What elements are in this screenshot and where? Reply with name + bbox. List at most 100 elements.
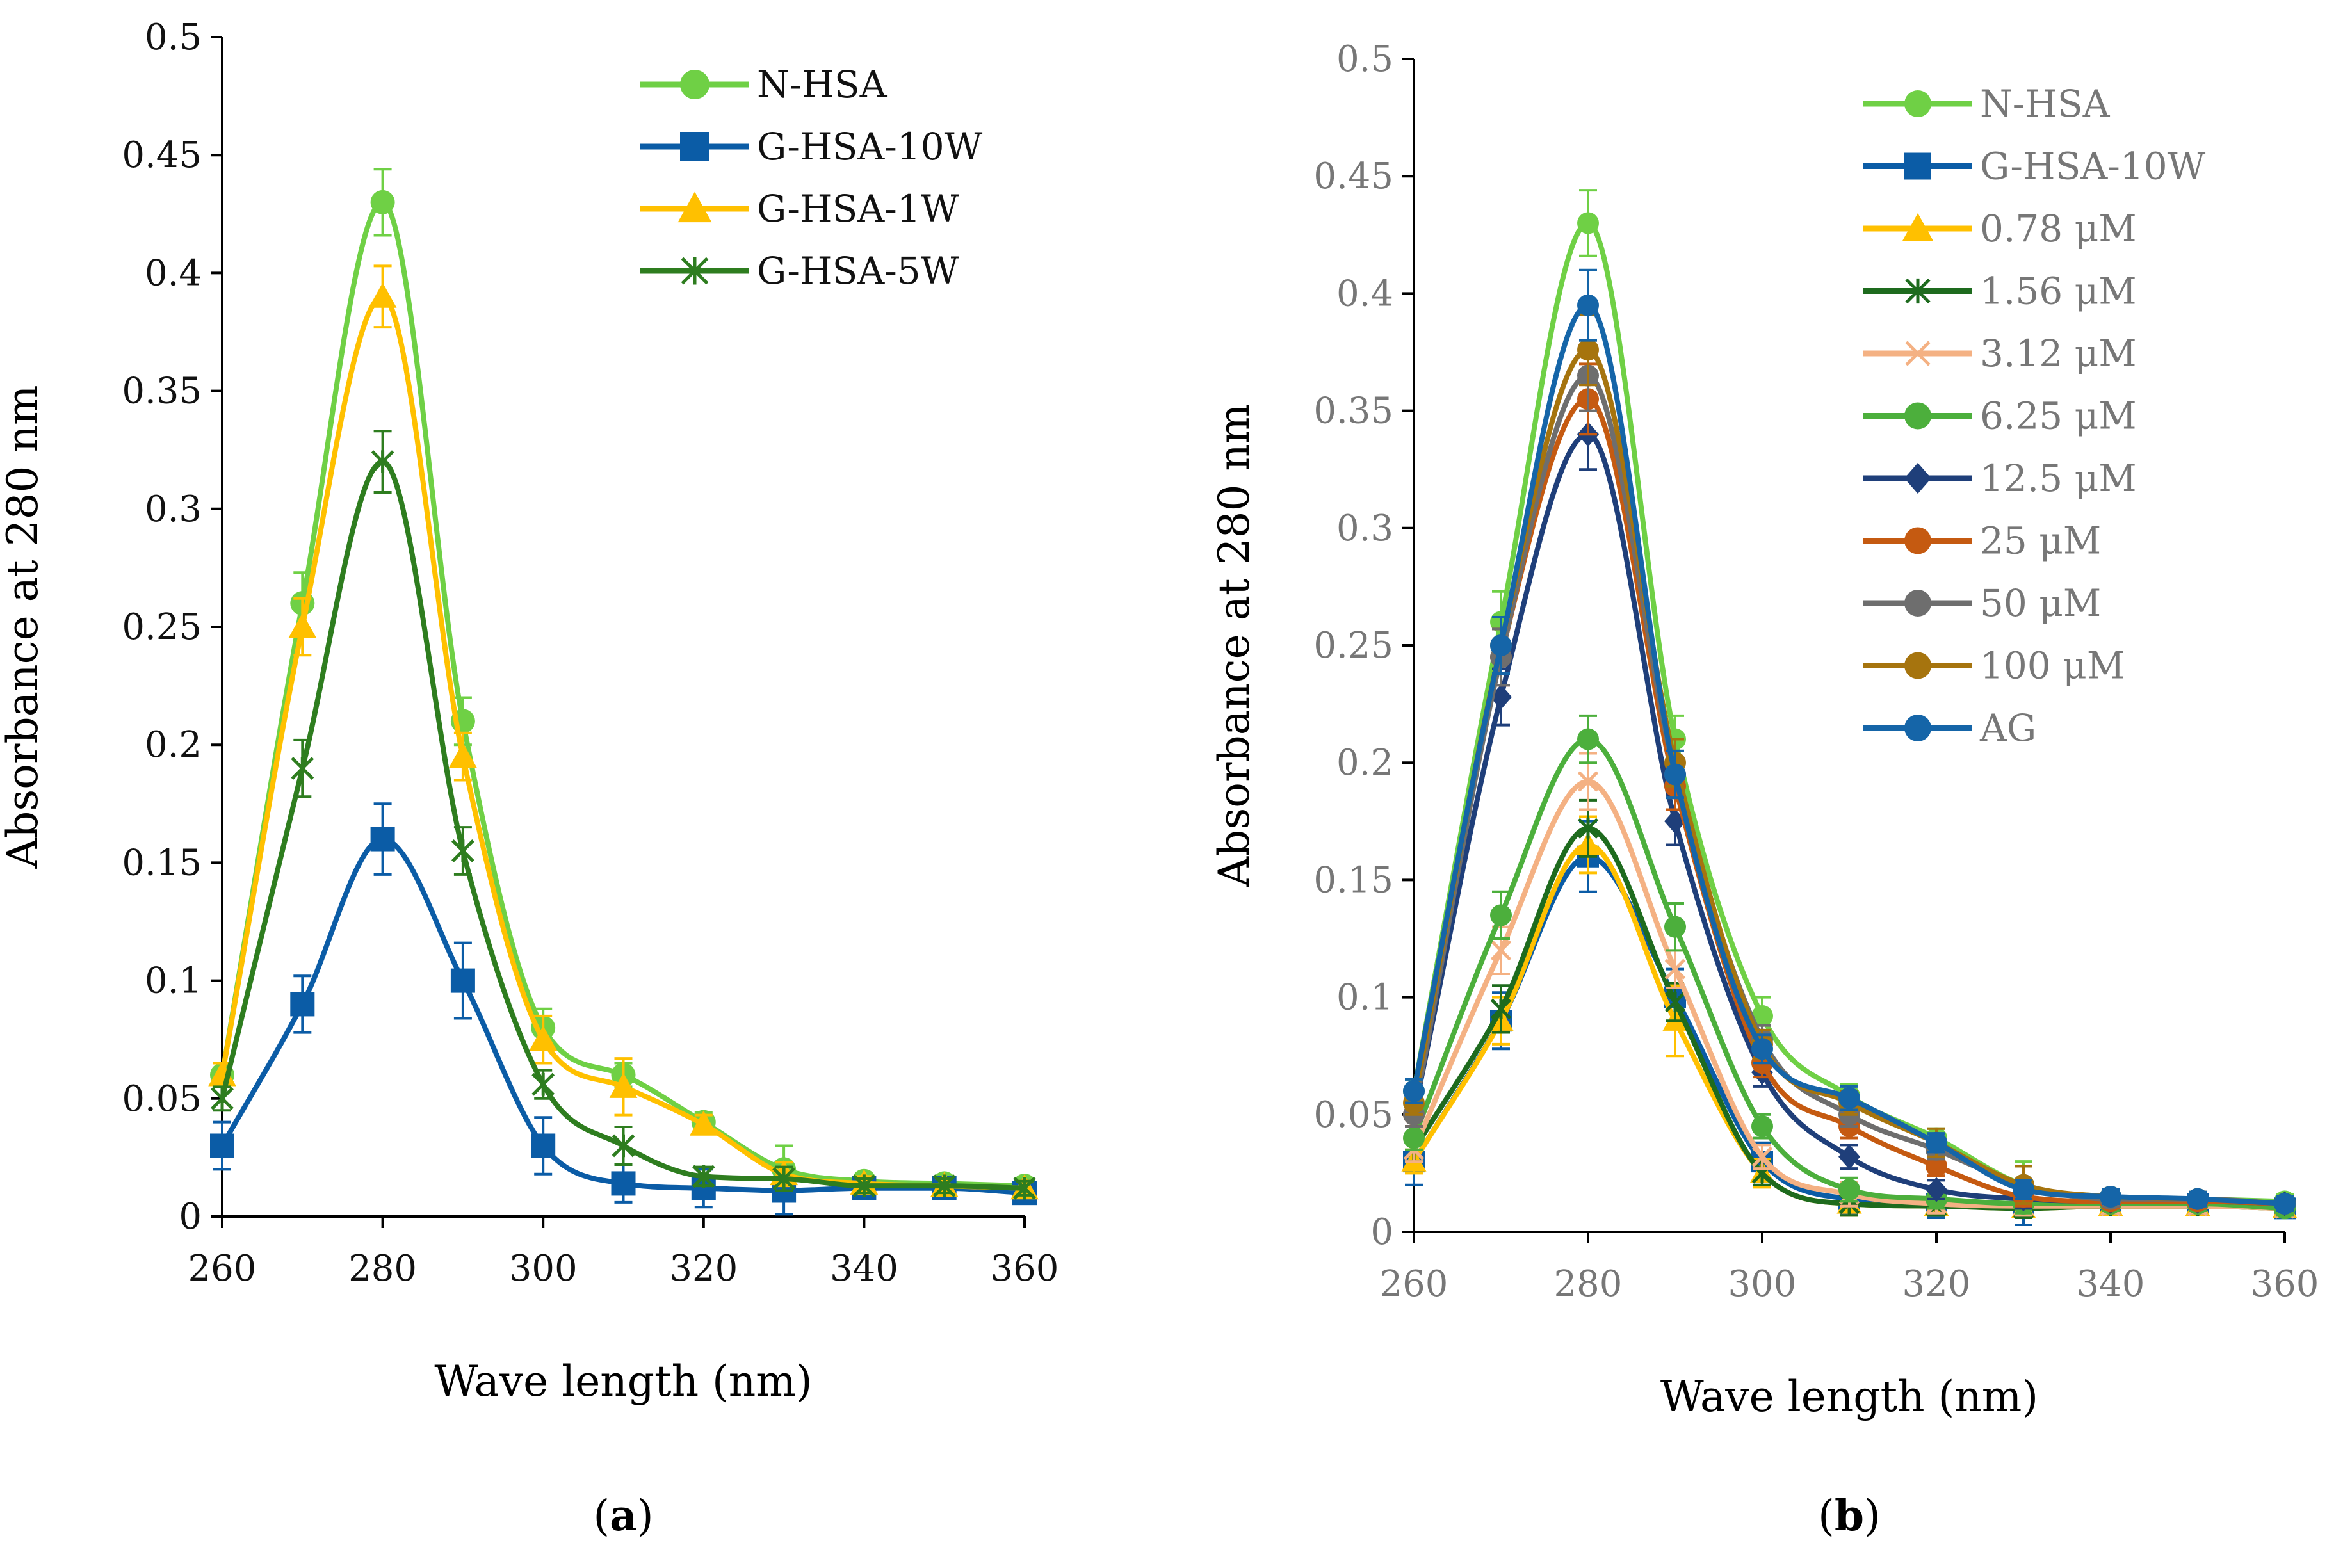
legend-label: 6.25 μM: [1980, 394, 2137, 438]
data-point: [1664, 991, 1686, 1013]
data-point: [1664, 916, 1686, 938]
y-tick-label: 0.1: [1336, 977, 1393, 1019]
data-point: [1577, 339, 1599, 361]
data-point: [1577, 771, 1599, 792]
legend-label: N-HSA: [1980, 82, 2111, 125]
series-ag: [1403, 268, 2296, 1215]
y-tick-label: 0.4: [145, 252, 202, 294]
data-point: [370, 190, 395, 214]
legend-label: 25 μM: [1980, 519, 2101, 563]
legend-marker: [1904, 402, 1931, 430]
panel-label-paren: (: [1818, 1491, 1835, 1540]
data-point: [449, 742, 477, 768]
x-tick-label: 320: [1902, 1263, 1971, 1305]
data-point: [288, 613, 317, 638]
y-tick-label: 0.25: [122, 606, 202, 648]
x-tick-label: 280: [348, 1248, 417, 1289]
legend-marker: [1902, 213, 1934, 241]
x-tick-label: 260: [1380, 1263, 1448, 1305]
series-line: [220, 459, 1025, 1191]
y-tick-label: 0.15: [1313, 859, 1393, 901]
x-axis-title: Wave length (nm): [1660, 1372, 2038, 1421]
data-point: [370, 827, 395, 852]
panel-label-letter: b: [1835, 1491, 1864, 1540]
y-tick-label: 0.25: [1313, 625, 1393, 667]
x-tick-label: 300: [509, 1248, 578, 1289]
legend-label: 100 μM: [1980, 644, 2125, 688]
data-point: [211, 1087, 234, 1110]
data-point: [451, 839, 474, 862]
legend-label: G-HSA-10W: [1980, 145, 2206, 188]
data-point: [689, 1110, 718, 1136]
data-point: [1577, 294, 1599, 316]
legend-marker: [1904, 527, 1931, 554]
panel-label-paren: ): [1864, 1491, 1881, 1540]
legend-marker: [1904, 152, 1931, 180]
x-tick-label: 300: [1728, 1263, 1797, 1305]
x-tick-label: 360: [2251, 1263, 2319, 1305]
data-point: [1664, 958, 1686, 980]
data-point: [611, 1171, 636, 1196]
y-tick-label: 0.35: [1313, 391, 1393, 432]
legend-marker: [1904, 652, 1931, 679]
y-tick-label: 0: [1370, 1211, 1393, 1253]
data-point: [1751, 1146, 1773, 1167]
data-point: [1403, 1127, 1425, 1149]
series-line: [220, 199, 1025, 1189]
legend-label: 3.12 μM: [1980, 332, 2137, 375]
data-point: [1490, 940, 1512, 961]
data-point: [1013, 1176, 1036, 1200]
data-point: [368, 282, 397, 308]
legend-marker: [1904, 90, 1931, 117]
x-tick-label: 320: [669, 1248, 738, 1289]
y-tick-label: 0.3: [145, 489, 202, 530]
data-point: [612, 1134, 635, 1158]
y-tick-label: 0.35: [122, 371, 202, 412]
legend-label: 0.78 μM: [1980, 207, 2137, 250]
x-tick-label: 340: [2077, 1263, 2145, 1305]
y-axis-title: Absorbance at 280 nm: [1210, 403, 1259, 887]
data-point: [1751, 1005, 1773, 1027]
data-point: [531, 1133, 556, 1158]
legend-marker: [1904, 715, 1931, 741]
x-tick-label: 340: [830, 1248, 898, 1289]
data-point: [1838, 1144, 1860, 1170]
y-tick-label: 0.05: [1313, 1094, 1393, 1136]
data-point: [2187, 1188, 2209, 1210]
data-point: [1838, 1087, 1860, 1110]
panel-label-paren: ): [637, 1491, 654, 1540]
data-point: [371, 450, 394, 474]
data-point: [1751, 1038, 1773, 1060]
y-tick-label: 0.15: [122, 842, 202, 884]
y-tick-label: 0.4: [1336, 273, 1393, 314]
legend-label: N-HSA: [757, 63, 888, 106]
y-tick-label: 0.5: [145, 17, 202, 58]
legend-label: G-HSA-1W: [757, 187, 959, 230]
panel-label-paren: (: [593, 1491, 610, 1540]
y-tick-label: 0.45: [1313, 156, 1393, 197]
data-point: [1403, 1080, 1425, 1103]
panel-label-letter: a: [610, 1491, 637, 1540]
series-g-hsa-5w: [211, 430, 1036, 1200]
legend-label: AG: [1979, 706, 2036, 750]
data-point: [1926, 1131, 1947, 1154]
data-point: [772, 1167, 796, 1190]
y-tick-label: 0.05: [122, 1078, 202, 1120]
data-point: [1577, 212, 1599, 234]
data-point: [529, 1025, 558, 1051]
legend-label: 50 μM: [1980, 581, 2101, 625]
data-point: [1577, 728, 1599, 750]
data-point: [1490, 904, 1512, 926]
panel-label: (b): [1818, 1491, 1881, 1540]
y-tick-label: 0.2: [1336, 742, 1393, 784]
x-tick-label: 260: [188, 1248, 257, 1289]
legend-label: 1.56 μM: [1980, 270, 2137, 313]
legend: N-HSA G-HSA-10W G-HSA-1W G-HSA-5W: [640, 63, 983, 293]
data-point: [1926, 1155, 1947, 1177]
panel-b: 0 0.05 0.1 0.15 0.2 0.25 0.3 0.35 0.4 0.45 0.5 260 2…: [1210, 38, 2319, 1540]
data-point: [531, 1072, 555, 1096]
data-point: [2100, 1186, 2121, 1208]
legend-marker: [1905, 341, 1931, 366]
data-point: [2013, 1179, 2034, 1201]
